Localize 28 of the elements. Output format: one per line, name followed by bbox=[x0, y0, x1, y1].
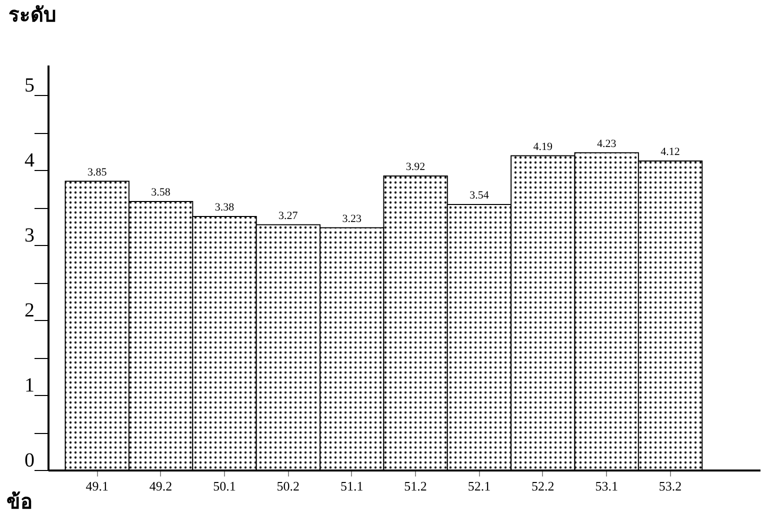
data-label: 3.27 bbox=[278, 210, 298, 222]
x-tick-label: 51.2 bbox=[404, 478, 427, 494]
y-tick-label: 3 bbox=[24, 224, 34, 246]
y-tick-label: 0 bbox=[24, 450, 34, 472]
y-tick-label: 4 bbox=[24, 150, 34, 172]
data-label: 3.92 bbox=[406, 161, 426, 173]
y-tick-label: 2 bbox=[24, 300, 34, 322]
data-label: 4.12 bbox=[660, 146, 680, 158]
data-label: 3.38 bbox=[214, 202, 235, 214]
y-tick-label: 5 bbox=[24, 74, 34, 96]
data-label: 3.58 bbox=[151, 186, 171, 198]
data-label: 4.19 bbox=[533, 140, 554, 153]
x-tick-label: 53.2 bbox=[658, 478, 682, 494]
data-label: 3.54 bbox=[470, 190, 490, 202]
x-tick-label: 50.1 bbox=[213, 478, 236, 494]
x-tick-label: 53.1 bbox=[595, 478, 618, 494]
x-tick-label: 49.2 bbox=[149, 478, 172, 494]
y-tick-label: 1 bbox=[24, 374, 34, 396]
data-label: 3.23 bbox=[342, 212, 362, 225]
x-tick-label: 52.2 bbox=[532, 478, 554, 494]
x-tick-label: 50.2 bbox=[276, 478, 300, 494]
data-label: 4.23 bbox=[596, 138, 617, 150]
data-label: 3.85 bbox=[88, 166, 108, 178]
x-tick-label: 52.1 bbox=[468, 478, 491, 494]
x-tick-label: 49.1 bbox=[86, 478, 108, 494]
y-axis-title: ระดับ bbox=[8, 4, 56, 26]
x-axis-title: ข้อ bbox=[6, 490, 32, 514]
x-tick-label: 51.1 bbox=[340, 478, 364, 494]
